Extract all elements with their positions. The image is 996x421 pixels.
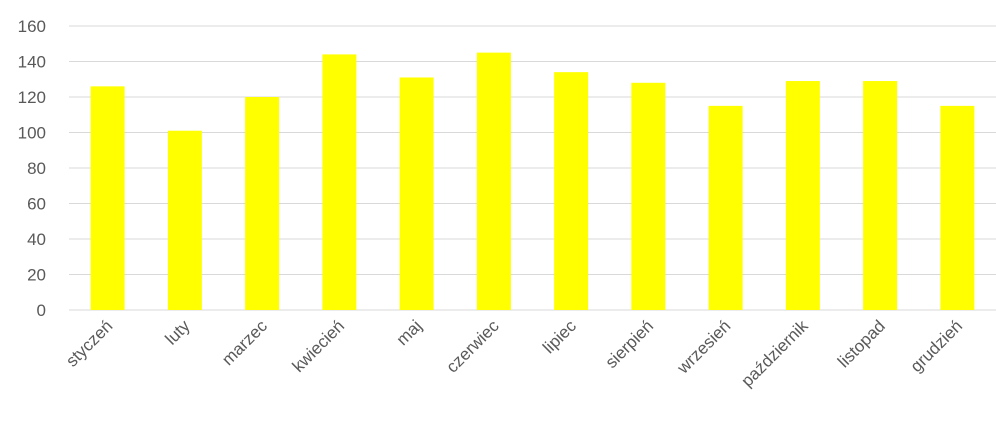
bar-2 [245,97,280,310]
y-tick-label: 20 [27,266,46,285]
y-tick-label: 80 [27,159,46,178]
x-tick-label: marzec [218,316,271,369]
x-tick-label: wrzesień [673,316,735,378]
bars [90,52,975,311]
bar-4 [399,77,434,310]
gridlines [69,25,996,311]
bar-9 [785,81,820,311]
y-tick-label: 60 [27,195,46,214]
x-tick-label: czerwiec [443,316,504,377]
bar-10 [863,81,898,311]
y-tick-label: 140 [18,53,46,72]
bar-0 [90,86,125,310]
bar-7 [631,82,666,310]
y-tick-label: 40 [27,230,46,249]
y-tick-label: 160 [18,17,46,36]
bar-6 [554,72,589,311]
x-tick-label: sierpień [602,316,658,372]
x-tick-label: maj [393,316,426,349]
bar-3 [322,54,357,311]
x-tick-label: styczeń [62,316,116,370]
x-tick-label: lipiec [539,316,580,357]
x-tick-label: listopad [834,316,889,371]
bar-11 [940,105,975,310]
y-axis-ticks: 0 20 40 60 80 100 120 140 160 [18,17,46,320]
x-tick-label: grudzień [907,316,967,376]
x-tick-label: październik [737,316,812,391]
bar-8 [708,105,743,310]
bar-5 [476,52,511,310]
y-tick-label: 120 [18,88,46,107]
x-tick-label: kwiecień [289,316,349,376]
bar-1 [167,130,202,310]
y-tick-label: 100 [18,124,46,143]
y-tick-label: 0 [37,301,46,320]
x-tick-label: luty [162,316,194,348]
x-axis-labels: styczeń luty marzec kwiecień maj czerwiec lipi… [62,316,966,391]
